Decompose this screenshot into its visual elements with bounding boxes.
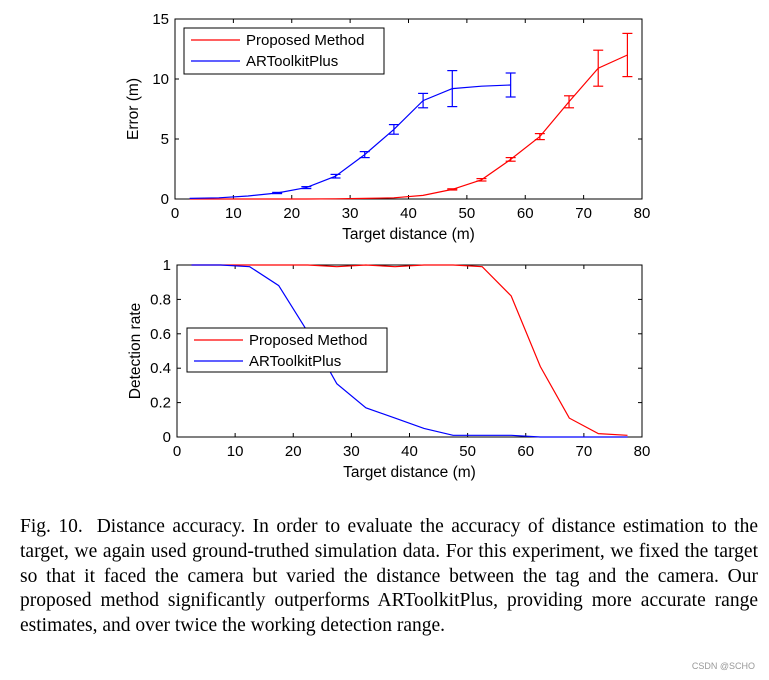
- x-tick-label: 10: [225, 205, 242, 222]
- series-line: [191, 264, 628, 438]
- y-tick-label: 0.2: [150, 395, 171, 412]
- x-tick-label: 20: [285, 443, 302, 460]
- x-tick-label: 30: [343, 443, 360, 460]
- y-tick-label: 1: [163, 257, 171, 274]
- y-tick-label: 15: [152, 11, 169, 28]
- x-tick-label: 70: [575, 205, 592, 222]
- figure-caption: Fig. 10. Distance accuracy. In order to e…: [20, 515, 758, 639]
- figure-label: Fig. 10.: [20, 516, 83, 537]
- x-tick-label: 30: [342, 205, 359, 222]
- legend-label: Proposed Method: [249, 332, 367, 349]
- y-tick-label: 0.4: [150, 360, 171, 377]
- series-line: [191, 264, 628, 436]
- y-tick-label: 0.6: [150, 326, 171, 343]
- y-tick-label: 5: [161, 131, 169, 148]
- legend-box: [183, 27, 385, 75]
- legend-box: [186, 327, 388, 373]
- x-tick-label: 80: [634, 205, 651, 222]
- y-axis-label: Error (m): [125, 78, 142, 140]
- legend-label: ARToolkitPlus: [246, 53, 338, 70]
- legend-label: ARToolkitPlus: [249, 353, 341, 370]
- x-tick-label: 20: [283, 205, 300, 222]
- x-tick-label: 40: [401, 443, 418, 460]
- x-tick-label: 60: [517, 443, 534, 460]
- x-tick-label: 40: [400, 205, 417, 222]
- legend-label: Proposed Method: [246, 32, 364, 49]
- caption-text: Distance accuracy. In order to evaluate …: [20, 516, 758, 637]
- y-tick-label: 0: [163, 429, 171, 446]
- y-axis-label: Detection rate: [127, 303, 144, 400]
- watermark: CSDN @SCHO: [691, 661, 755, 671]
- x-tick-label: 60: [517, 205, 534, 222]
- x-axis-label: Target distance (m): [342, 226, 475, 243]
- x-tick-label: 10: [227, 443, 244, 460]
- x-tick-label: 50: [459, 443, 476, 460]
- y-tick-label: 10: [152, 71, 169, 88]
- chart-1: 0 10 20 30 40 50 60 70 80 0 5 10 15 Target distance (…: [125, 11, 650, 243]
- y-tick-label: 0: [161, 191, 169, 208]
- y-tick-label: 0.8: [150, 291, 171, 308]
- x-axis-label: Target distance (m): [343, 464, 476, 481]
- x-tick-label: 0: [171, 205, 179, 222]
- x-tick-label: 80: [634, 443, 651, 460]
- x-tick-label: 0: [173, 443, 181, 460]
- series-line: [189, 84, 511, 199]
- series-line: [189, 54, 628, 200]
- x-tick-label: 50: [459, 205, 476, 222]
- x-tick-label: 70: [576, 443, 593, 460]
- chart-2: 0 10 20 30 40 50 60 70 80 0 0.2 0.4 0.6 0.8 1 Target di…: [127, 257, 650, 481]
